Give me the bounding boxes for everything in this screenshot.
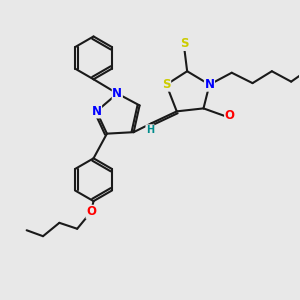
Text: O: O <box>225 109 235 122</box>
Text: H: H <box>146 125 154 135</box>
Text: N: N <box>204 78 214 91</box>
Text: S: S <box>162 78 171 91</box>
Text: S: S <box>180 38 188 50</box>
Text: N: N <box>92 105 101 118</box>
Text: O: O <box>86 205 96 218</box>
Text: N: N <box>112 87 122 100</box>
